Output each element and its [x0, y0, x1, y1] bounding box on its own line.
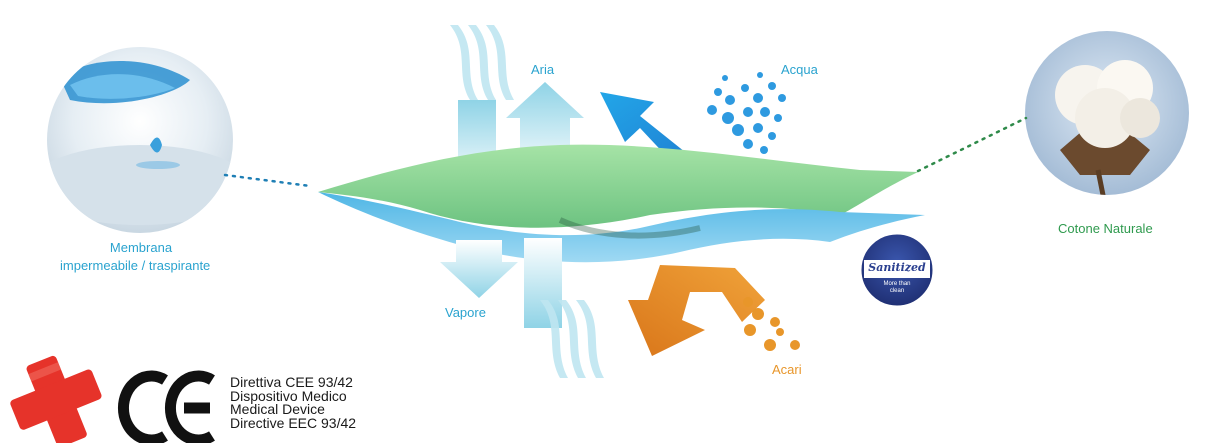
mites-icon-group — [743, 297, 800, 351]
vapor-label: Vapore — [445, 305, 486, 320]
membrane-label-line2: impermeabile / traspirante — [60, 258, 211, 273]
fabric-layers — [318, 144, 925, 263]
water-droplets — [707, 72, 786, 154]
vapor-down-arrow — [440, 240, 518, 298]
cotton-connector-dots — [916, 116, 1028, 173]
sanitized-tagline: More than clean — [870, 281, 924, 295]
vapor-waves-lower — [540, 300, 604, 378]
certification-text: Direttiva CEE 93/42 Dispositivo Medico M… — [230, 374, 357, 431]
certification-line: Dispositivo Medico — [230, 387, 347, 404]
red-cross-icon — [10, 355, 102, 443]
membrane-connector-dots — [223, 173, 312, 188]
sanitized-badge — [858, 231, 936, 309]
sanitized-tagline-line1: More than — [883, 281, 911, 287]
air-label: Aria — [531, 62, 555, 77]
vapor-waves-upper — [450, 25, 514, 100]
mites-bent-arrow — [628, 265, 765, 356]
cotton-image-circle — [1025, 31, 1189, 195]
water-label: Acqua — [781, 62, 818, 77]
mites-label: Acari — [772, 362, 802, 377]
sanitized-tagline-line2: clean — [889, 288, 905, 294]
certification-line: Direttiva CEE 93/42 — [230, 374, 353, 390]
cotton-label: Cotone Naturale — [1058, 221, 1153, 236]
ce-mark-icon — [118, 370, 215, 443]
membrane-label-line1: Membrana — [109, 240, 173, 255]
sanitized-brand-text: Sanitized — [868, 261, 926, 274]
air-down-column — [524, 238, 562, 328]
certification-line: Directive EEC 93/42 — [230, 414, 357, 431]
certification-line: Medical Device — [230, 401, 325, 417]
membrane-image-circle — [47, 47, 233, 233]
